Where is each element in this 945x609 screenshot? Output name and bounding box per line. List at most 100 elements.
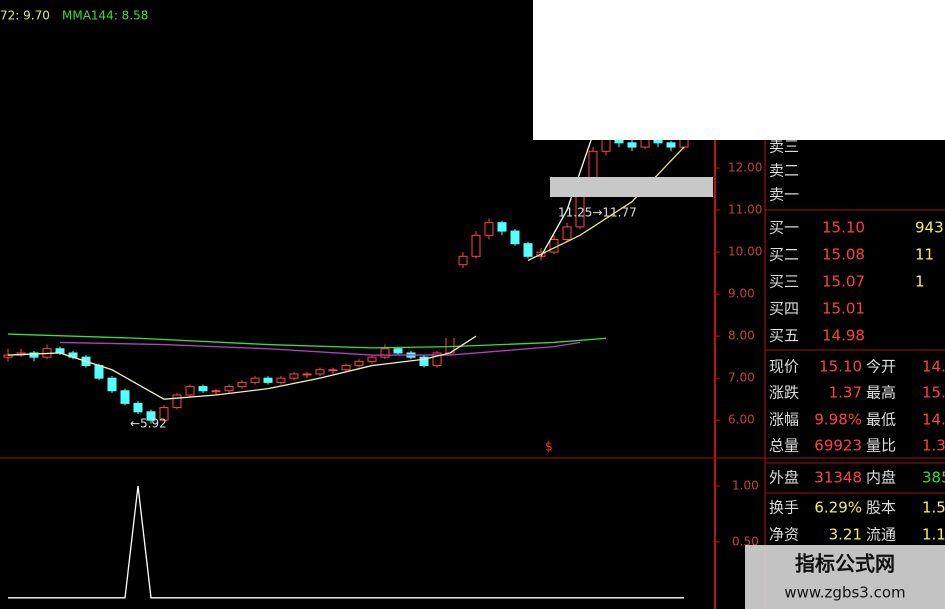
- candle-body: [341, 365, 351, 371]
- y-tick-label: 6.00: [728, 413, 755, 427]
- ma-line: [540, 134, 594, 257]
- watermark-url: www.zgbs3.com: [784, 584, 905, 602]
- y-tick-label: 9.00: [728, 287, 755, 301]
- buy-volume: 943: [915, 219, 944, 237]
- candle-body: [276, 377, 286, 383]
- candle-body: [393, 348, 403, 354]
- y-tick-label: 10.00: [728, 245, 762, 259]
- buy-price: 14.98: [822, 327, 865, 345]
- candle-body: [133, 402, 143, 413]
- candle-body: [380, 348, 390, 358]
- quote-label: 内盘: [866, 469, 896, 487]
- candle-body: [120, 390, 130, 404]
- watermark-title: 指标公式网: [795, 552, 895, 576]
- buy-volume: 11: [915, 246, 934, 264]
- buy-volume: 1: [915, 273, 925, 291]
- candle-body: [666, 142, 676, 148]
- candle-body: [289, 373, 299, 379]
- candle-body: [302, 373, 312, 376]
- sell-label: 卖三: [769, 138, 799, 156]
- buy-label: 买二: [769, 246, 799, 264]
- buy-label: 买一: [769, 219, 799, 237]
- candle-body: [432, 352, 442, 367]
- candle-body: [250, 377, 260, 383]
- ma-line: [7, 333, 607, 349]
- quote-label: 净资: [769, 526, 799, 544]
- candle-body: [224, 386, 234, 392]
- candle-body: [211, 390, 221, 393]
- crop-area: [533, 0, 945, 140]
- ma-line: [7, 335, 477, 400]
- highlight-bar: [550, 177, 713, 197]
- candle-body: [198, 386, 208, 392]
- candle-body: [159, 407, 169, 421]
- candle-body: [549, 239, 559, 253]
- quote-label: 股本: [866, 499, 896, 517]
- quote-value: 69923: [814, 437, 862, 455]
- quote-value: 14.3: [922, 411, 945, 429]
- candle-body: [523, 243, 533, 257]
- quote-value: 1.3: [922, 437, 945, 455]
- quote-value: 9.98%: [814, 411, 862, 429]
- annotation: 11.25→11.77: [558, 206, 637, 220]
- ma-line: [527, 146, 685, 262]
- candle-body: [172, 394, 182, 409]
- price-chart: 72: 9.70 MMA144: 8.58 12.00 11.00 10.00 9.00 8…: [0, 9, 762, 599]
- indicator-line: [8, 485, 684, 599]
- y-tick-label: 1.00: [732, 478, 759, 492]
- quote-label: 涨跌: [769, 384, 799, 402]
- quote-label: 最高: [866, 384, 896, 402]
- annotation: ←5.92: [130, 417, 167, 431]
- quote-label: 现价: [769, 358, 799, 376]
- quote-value: 3.21: [829, 526, 862, 544]
- y-tick-label: 7.00: [728, 371, 755, 385]
- quote-label: 外盘: [769, 469, 799, 487]
- sell-label: 卖二: [769, 162, 799, 180]
- candle-body: [562, 226, 572, 241]
- candle-body: [510, 230, 520, 245]
- quote-label: 最低: [866, 411, 896, 429]
- quote-value: 1.37: [829, 384, 862, 402]
- candle-body: [471, 234, 481, 257]
- buy-price: 15.07: [822, 273, 865, 291]
- quote-label: 涨幅: [769, 411, 799, 429]
- buy-label: 买四: [769, 300, 799, 318]
- quote-label: 今开: [866, 358, 896, 376]
- buy-label: 买五: [769, 327, 799, 345]
- candle-body: [419, 356, 429, 367]
- y-tick-label: 8.00: [728, 329, 755, 343]
- candle-body: [484, 222, 494, 236]
- candle-body: [107, 377, 117, 392]
- candle-body: [354, 360, 364, 367]
- sell-label: 卖一: [769, 186, 799, 204]
- quote-value: 1.11亿: [922, 526, 945, 544]
- legend-label: 72: 9.70: [0, 9, 50, 23]
- candle-body: [146, 411, 156, 421]
- legend-label: MMA144: 8.58: [62, 9, 148, 23]
- quote-label: 量比: [866, 437, 896, 455]
- candle-body: [458, 255, 468, 266]
- candle-body: [367, 356, 377, 362]
- buy-price: 15.10: [822, 219, 865, 237]
- quote-value: 14.3: [922, 358, 945, 376]
- candle-body: [497, 222, 507, 232]
- y-tick-label: 12.00: [728, 161, 762, 175]
- quote-value: 31348: [814, 469, 862, 487]
- quote-value: 15.10: [819, 358, 862, 376]
- quote-label: 流通: [866, 526, 896, 544]
- buy-label: 买三: [769, 273, 799, 291]
- candle-body: [263, 377, 273, 383]
- candle-body: [601, 138, 611, 152]
- candle-body: [627, 142, 637, 148]
- candle-body: [94, 365, 104, 379]
- annotation: $: [545, 440, 553, 454]
- ma-line: [59, 341, 581, 356]
- candle-body: [29, 352, 39, 358]
- watermark-box: [745, 545, 945, 609]
- buy-price: 15.01: [822, 300, 865, 318]
- candle-body: [237, 381, 247, 388]
- buy-price: 15.08: [822, 246, 865, 264]
